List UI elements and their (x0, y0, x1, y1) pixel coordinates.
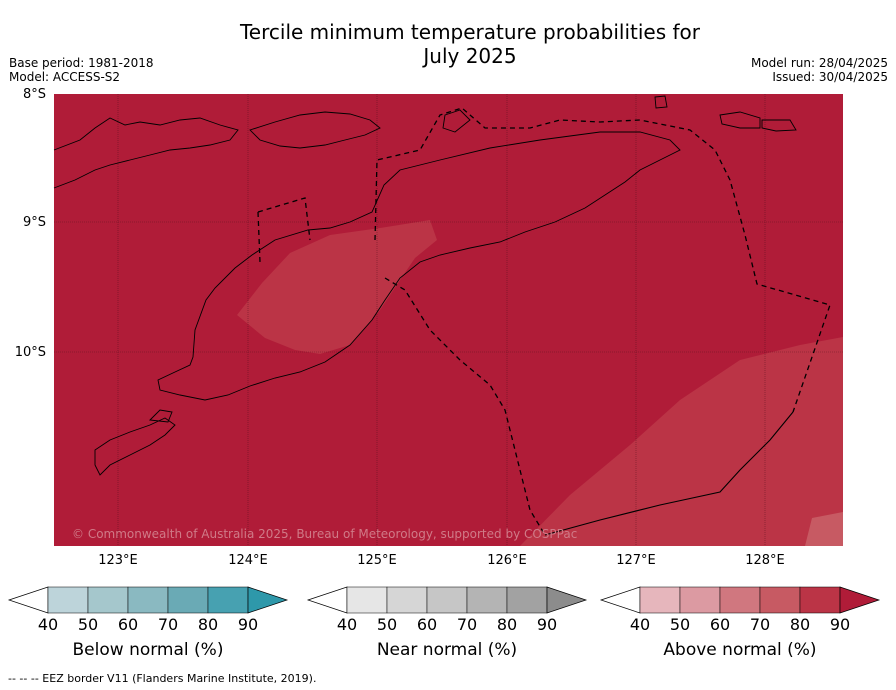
colorbar-above (599, 586, 881, 614)
eez-west-pocket (257, 197, 311, 263)
below-colorbar-segment (207, 586, 249, 614)
below-colorbar-tick: 70 (157, 615, 179, 634)
eez-north (374, 107, 831, 413)
above-colorbar-extend-low (599, 586, 641, 614)
above-colorbar-tick: 40 (629, 615, 651, 634)
eez-borders (257, 107, 831, 536)
near-colorbar-tick: 70 (456, 615, 478, 634)
map-region-above-80-west (237, 220, 437, 354)
above-colorbar-tick: 80 (789, 615, 811, 634)
colorbar-title-near: Near normal (%) (376, 640, 518, 660)
below-colorbar-segment (47, 586, 89, 614)
near-colorbar-tick: 50 (376, 615, 398, 634)
above-colorbar-segment (639, 586, 681, 614)
title-line-1: Tercile minimum temperature probabilitie… (239, 20, 701, 44)
eez-south (384, 277, 546, 536)
title-line-2: July 2025 (423, 44, 517, 68)
near-colorbar-segment (466, 586, 508, 614)
above-colorbar-segment (719, 586, 761, 614)
above-colorbar-tick: 50 (669, 615, 691, 634)
meta-right: Model run: 28/04/2025 Issued: 30/04/2025 (751, 56, 888, 84)
above-colorbar-tick: 70 (749, 615, 771, 634)
below-colorbar-tick: 60 (117, 615, 139, 634)
below-colorbar-tick: 80 (197, 615, 219, 634)
near-colorbar-extend-high (546, 586, 588, 614)
colorbars (7, 586, 881, 614)
below-colorbar-extend-high (247, 586, 289, 614)
timor-coast (157, 131, 681, 401)
meta-left: Base period: 1981-2018 Model: ACCESS-S2 (9, 56, 154, 84)
lat-label-9s: 9°S (22, 215, 46, 230)
below-colorbar-tick: 90 (237, 615, 259, 634)
flores-coast (53, 117, 239, 189)
model-run: Model run: 28/04/2025 (750, 56, 888, 70)
map-region-above-80-southeast (520, 337, 843, 546)
near-colorbar-segment (506, 586, 548, 614)
lat-label-8s: 8°S (22, 87, 46, 102)
near-colorbar-tick: 80 (496, 615, 518, 634)
colorbar-near (306, 586, 588, 614)
above-colorbar-tick: 60 (709, 615, 731, 634)
lon-label-128e: 128°E (745, 553, 785, 568)
near-colorbar-tick: 40 (336, 615, 358, 634)
near-colorbar-segment (346, 586, 388, 614)
colorbar-title-above: Above normal (%) (663, 640, 817, 660)
below-colorbar-extend-low (7, 586, 49, 614)
near-colorbar-tick: 90 (536, 615, 558, 634)
eez-solid-south (544, 411, 794, 536)
above-colorbar-segment (679, 586, 721, 614)
issued-date: Issued: 30/04/2025 (772, 70, 888, 84)
lon-label-125e: 125°E (357, 553, 397, 568)
near-colorbar-segment (426, 586, 468, 614)
above-colorbar-extend-high (839, 586, 881, 614)
near-colorbar-tick: 60 (416, 615, 438, 634)
model-name: Model: ACCESS-S2 (9, 70, 121, 84)
colorbar-below (7, 586, 289, 614)
eez-footer-note: -- -- -- EEZ border V11 (Flanders Marine… (8, 672, 317, 685)
above-colorbar-segment (759, 586, 801, 614)
below-colorbar-tick: 50 (77, 615, 99, 634)
map-title: Tercile minimum temperature probabilitie… (0, 20, 896, 68)
above-colorbar-tick: 90 (829, 615, 851, 634)
colorbar-title-below: Below normal (%) (72, 640, 224, 660)
island-ne-2 (719, 111, 761, 129)
lon-label-126e: 126°E (487, 553, 527, 568)
graticule (54, 94, 843, 546)
lon-label-127e: 127°E (616, 553, 656, 568)
island-ne-3 (761, 119, 797, 132)
island-sw (149, 409, 173, 423)
rote-coast (94, 417, 176, 476)
wetar-coast (442, 109, 471, 133)
map-region-above-70-corner (805, 512, 843, 546)
coastlines (53, 95, 797, 476)
near-colorbar-segment (386, 586, 428, 614)
lat-label-10s: 10°S (14, 345, 46, 360)
lon-label-123e: 123°E (98, 553, 138, 568)
below-colorbar-segment (167, 586, 209, 614)
near-colorbar-extend-low (306, 586, 348, 614)
alor-coast (249, 111, 381, 149)
below-colorbar-tick: 40 (37, 615, 59, 634)
below-colorbar-segment (127, 586, 169, 614)
base-period: Base period: 1981-2018 (9, 56, 154, 70)
lon-label-124e: 124°E (228, 553, 268, 568)
map-copyright: © Commonwealth of Australia 2025, Bureau… (72, 527, 577, 541)
above-colorbar-segment (799, 586, 841, 614)
below-colorbar-segment (87, 586, 129, 614)
island-ne-1 (654, 95, 668, 109)
